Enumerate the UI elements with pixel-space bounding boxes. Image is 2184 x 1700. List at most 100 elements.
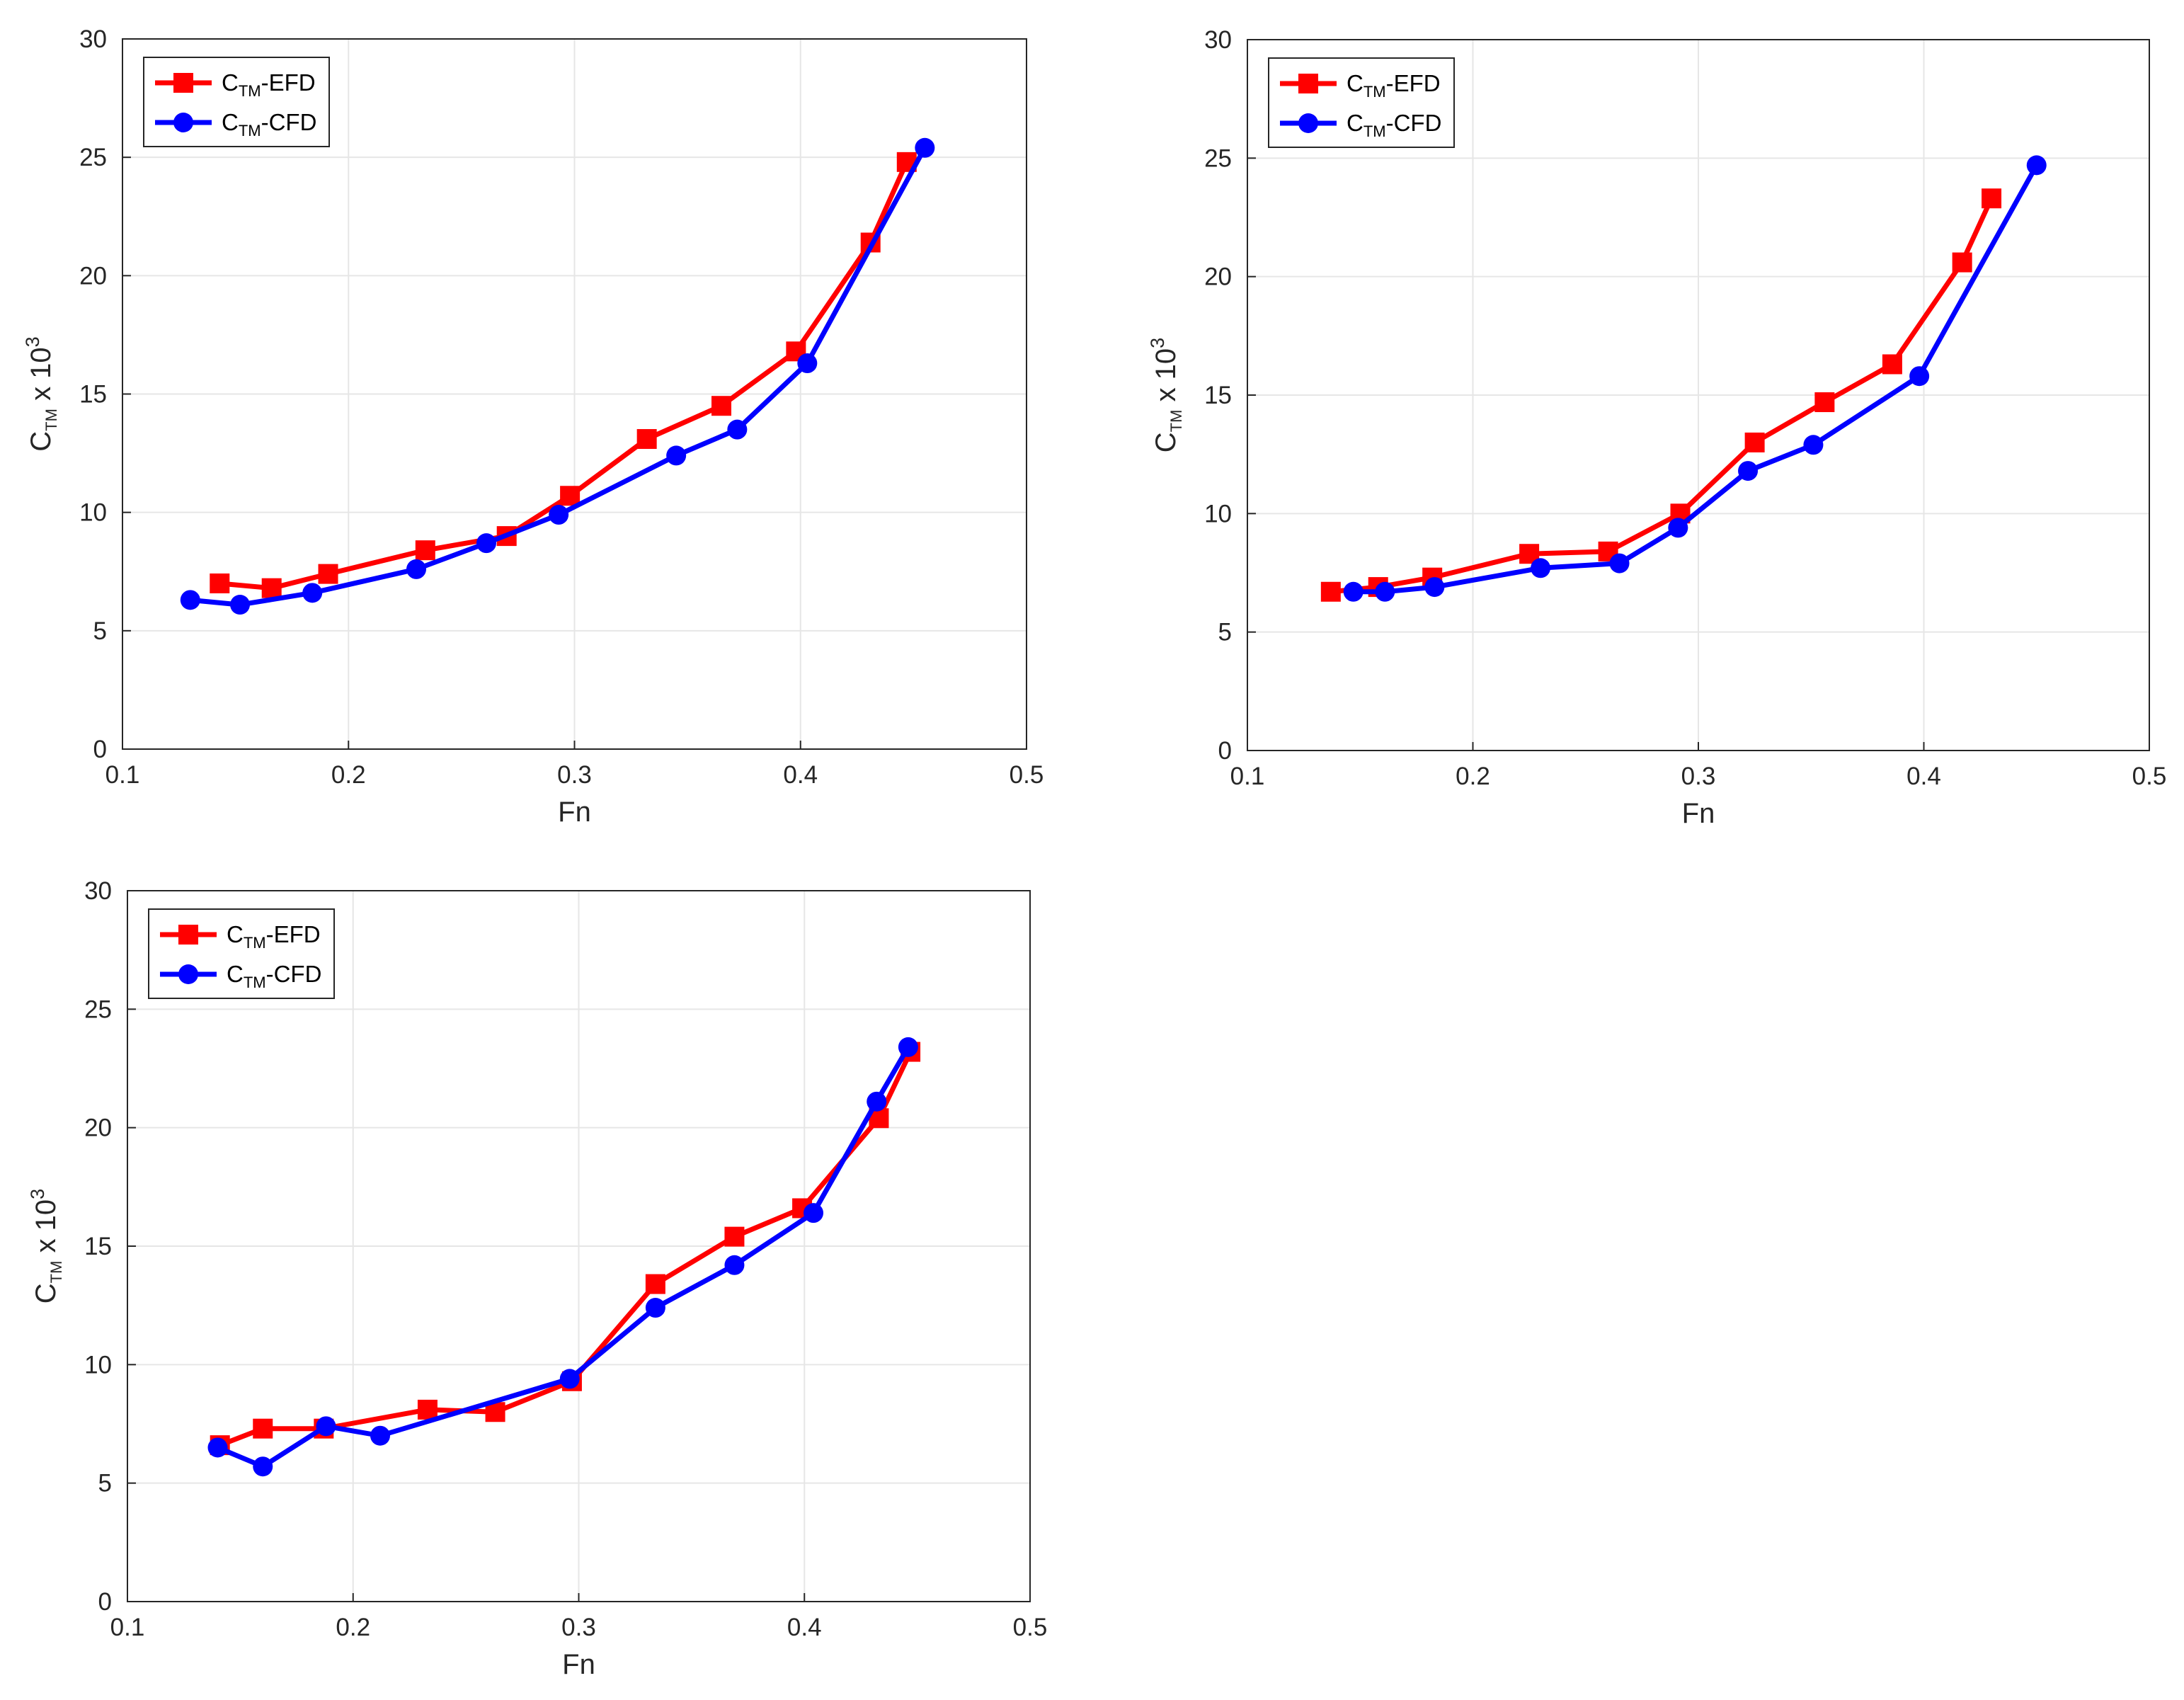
legend: CTM-EFD CTM-CFD	[143, 57, 330, 147]
data-point-circle	[1609, 553, 1630, 574]
y-axis-label: CTM x 103	[22, 336, 60, 451]
data-point-square	[417, 1399, 438, 1420]
data-point-square	[724, 1226, 745, 1247]
x-tick-label: 0.3	[1681, 763, 1716, 790]
legend-label: CTM-CFD	[222, 109, 316, 139]
data-point-circle	[230, 595, 251, 615]
series-line	[1353, 164, 2039, 595]
data-point-square	[1320, 581, 1341, 602]
axes-box	[122, 38, 1027, 750]
y-tick-label: 30	[79, 25, 107, 53]
data-point-circle	[797, 353, 818, 374]
legend-marker-circle	[178, 964, 198, 984]
x-tick-label: 0.4	[1906, 763, 1941, 790]
x-axis-label: Fn	[1682, 798, 1715, 829]
legend-marker-square	[1298, 74, 1318, 93]
data-point-circle	[406, 559, 427, 579]
chart-bottom-left: 0.1 0.2 0.3 0.4 0.5 0 5 10 15 20 25 30 Fn CTM x 103 CT…	[27, 877, 1047, 1680]
y-tick-label: 5	[98, 1470, 112, 1498]
y-tick-label: 30	[84, 877, 112, 905]
legend-entry: CTM-EFD	[155, 69, 316, 100]
x-tick-label: 0.3	[561, 1614, 596, 1641]
series-line	[217, 1046, 910, 1469]
legend-entry: CTM-CFD	[1280, 110, 1441, 140]
y-tick-label: 20	[79, 262, 107, 290]
y-tick-label: 0	[93, 736, 107, 763]
data-point-square	[415, 540, 435, 561]
x-tick-label: 0.2	[331, 761, 366, 789]
data-point-circle	[1738, 461, 1759, 481]
y-tick-label: 15	[84, 1233, 112, 1260]
legend-entry: CTM-EFD	[160, 921, 321, 952]
x-tick-label: 0.5	[1010, 761, 1044, 789]
data-point-circle	[727, 419, 748, 440]
y-tick-label: 15	[79, 381, 107, 409]
legend: CTM-EFD CTM-CFD	[1268, 57, 1455, 148]
legend: CTM-EFD CTM-CFD	[148, 908, 335, 999]
y-tick-label: 0	[1218, 737, 1232, 765]
legend-label: CTM-CFD	[1347, 110, 1441, 140]
y-tick-label: 0	[98, 1588, 112, 1616]
x-tick-label: 0.1	[105, 761, 140, 789]
series-efd	[210, 152, 917, 598]
y-axis-label: CTM x 103	[1147, 338, 1185, 452]
y-tick-label: 25	[79, 144, 107, 171]
legend-marker-square	[173, 73, 193, 93]
data-point-square	[560, 486, 581, 506]
axes-box	[1247, 39, 2150, 751]
x-axis-label: Fn	[562, 1649, 595, 1680]
data-point-circle	[915, 137, 935, 158]
data-point-circle	[645, 1298, 665, 1318]
y-tick-label: 15	[1204, 382, 1232, 409]
series-line	[190, 147, 927, 607]
y-tick-label: 25	[84, 996, 112, 1023]
y-tick-label: 30	[1204, 26, 1232, 54]
data-point-circle	[1343, 581, 1363, 602]
data-point-circle	[302, 583, 323, 603]
data-point-circle	[559, 1369, 580, 1389]
data-point-square	[261, 578, 282, 598]
series-cfd	[180, 137, 935, 615]
axes-box	[127, 890, 1031, 1602]
legend-marker-circle	[173, 113, 193, 132]
y-tick-label: 10	[79, 499, 107, 527]
x-tick-label: 0.2	[336, 1614, 370, 1641]
legend-label: CTM-CFD	[227, 961, 321, 991]
data-point-circle	[867, 1091, 887, 1112]
data-point-square	[318, 564, 338, 584]
series-cfd	[1343, 155, 2047, 602]
y-tick-label: 10	[1204, 500, 1232, 527]
x-tick-label: 0.5	[1013, 1614, 1048, 1641]
y-tick-label: 25	[1204, 144, 1232, 172]
data-point-square	[711, 396, 732, 416]
y-tick-label: 10	[84, 1351, 112, 1379]
x-tick-label: 0.4	[787, 1614, 822, 1641]
legend-entry: CTM-EFD	[1280, 70, 1441, 101]
data-point-circle	[1803, 435, 1824, 455]
data-point-circle	[253, 1456, 273, 1477]
y-tick-label: 5	[1218, 619, 1232, 646]
y-axis-label: CTM x 103	[27, 1189, 65, 1303]
data-point-square	[1882, 354, 1902, 375]
legend-box	[148, 908, 335, 999]
x-tick-label: 0.4	[783, 761, 818, 789]
x-tick-label: 0.2	[1456, 763, 1490, 790]
y-tick-label: 20	[1204, 263, 1232, 291]
data-point-square	[636, 429, 657, 450]
data-point-circle	[370, 1425, 390, 1446]
data-point-circle	[2026, 155, 2047, 176]
legend-box	[1268, 57, 1455, 148]
legend-marker-circle	[1298, 113, 1318, 133]
y-tick-label: 20	[84, 1114, 112, 1142]
legend-label: CTM-EFD	[222, 69, 316, 100]
chart-top-right: 0.1 0.2 0.3 0.4 0.5 0 5 10 15 20 25 30 Fn CTM x 103 CT…	[1147, 26, 2166, 829]
data-point-circle	[898, 1037, 918, 1057]
x-axis-label: Fn	[558, 797, 591, 828]
data-point-circle	[1668, 518, 1688, 538]
data-point-square	[1814, 392, 1835, 413]
data-point-circle	[1531, 558, 1551, 578]
y-tick-label: 5	[93, 617, 107, 645]
data-point-circle	[1375, 581, 1395, 602]
data-point-square	[1982, 188, 2002, 209]
